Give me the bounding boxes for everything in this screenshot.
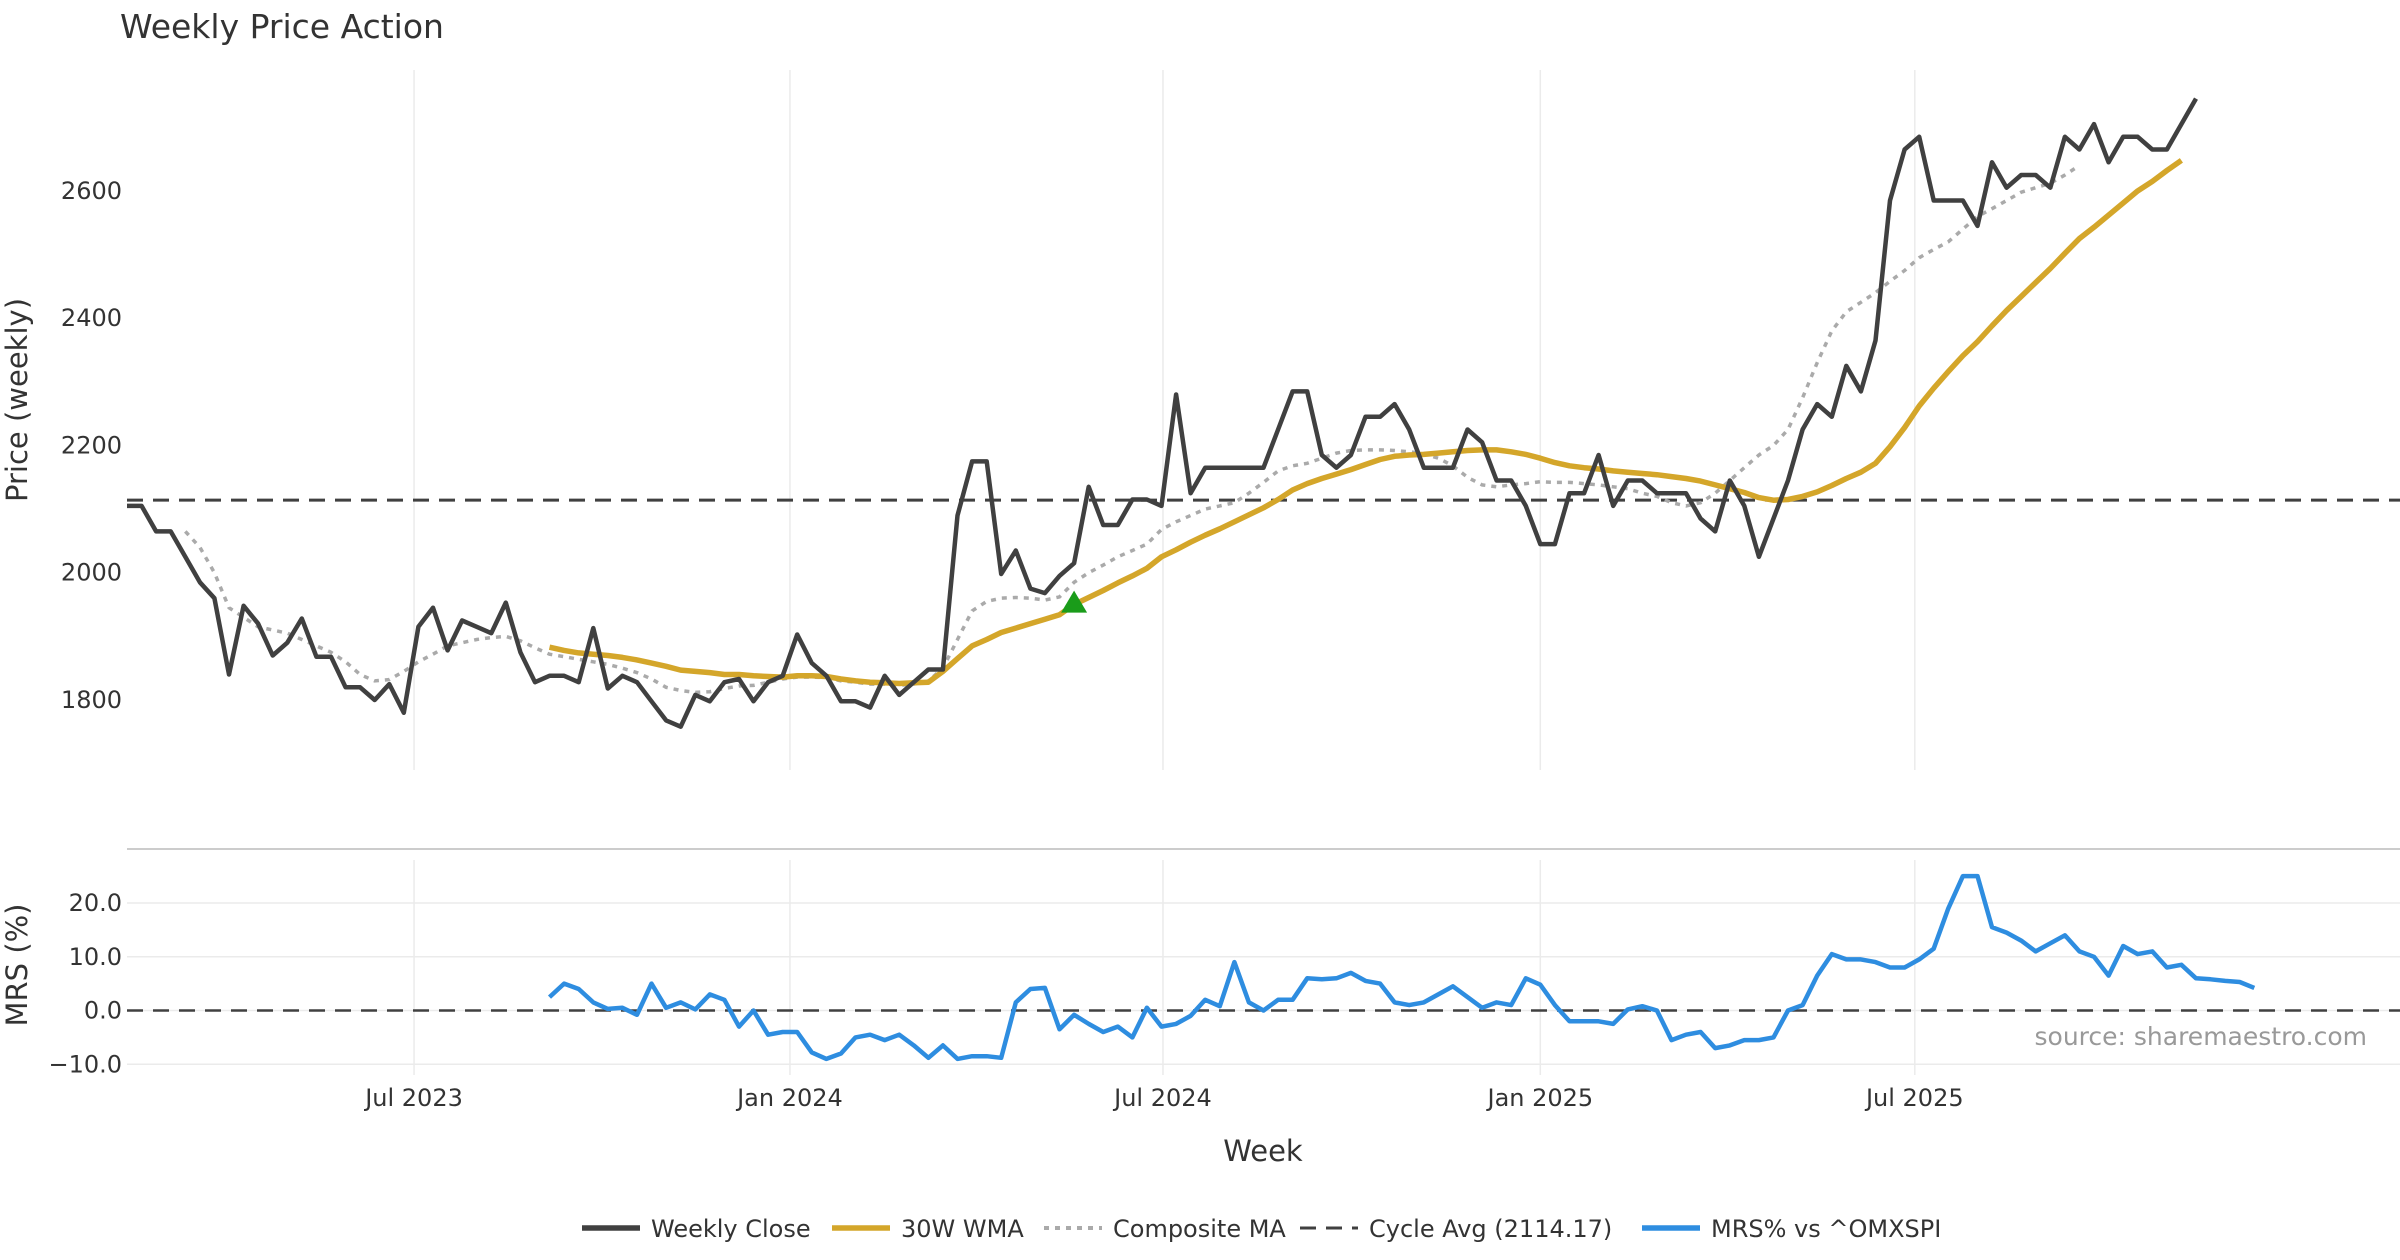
mrs-y-axis-label: MRS (%) [0, 904, 34, 1027]
price-ytick-0: 1800 [61, 686, 122, 714]
legend-label-0: Weekly Close [651, 1215, 811, 1243]
price-grid [413, 70, 1916, 770]
x-tick-1: Jan 2024 [735, 1084, 843, 1112]
price-ytick-3: 2400 [61, 304, 122, 332]
source-note: source: sharemaestro.com [2035, 1022, 2368, 1051]
mrs-y-ticks: −10.0 0.0 10.0 20.0 [48, 889, 122, 1078]
buy-signal-marker [1061, 590, 1088, 613]
x-tick-2: Jul 2024 [1112, 1084, 1212, 1112]
price-ytick-2: 2200 [61, 431, 122, 459]
wma-30w-line [548, 158, 2183, 687]
mrs-ytick-2: 10.0 [69, 943, 122, 971]
legend-label-3: Cycle Avg (2114.17) [1369, 1215, 1612, 1243]
mrs-ytick-3: 20.0 [69, 889, 122, 917]
legend-label-2: Composite MA [1113, 1215, 1286, 1243]
mrs-line [547, 873, 2256, 1062]
legend-label-1: 30W WMA [901, 1215, 1024, 1243]
chart-title: Weekly Price Action [120, 7, 444, 46]
price-y-ticks: 1800 2000 2200 2400 2600 [61, 177, 122, 714]
weekly-close-line [127, 97, 2198, 729]
price-y-axis-label: Price (weekly) [0, 298, 34, 502]
price-ytick-4: 2600 [61, 177, 122, 205]
x-tick-0: Jul 2023 [363, 1084, 463, 1112]
legend-label-4: MRS% vs ^OMXSPI [1711, 1215, 1941, 1243]
x-ticks: Jul 2023 Jan 2024 Jul 2024 Jan 2025 Jul 2025 [363, 1084, 1963, 1112]
mrs-ytick-0: −10.0 [48, 1050, 122, 1078]
legend: Weekly Close 30W WMA Composite MA Cycle Avg… [582, 1215, 1941, 1243]
x-axis-label: Week [1223, 1134, 1303, 1168]
x-tick-3: Jan 2025 [1485, 1084, 1593, 1112]
mrs-series-group [127, 873, 2400, 1062]
price-ytick-1: 2000 [61, 559, 122, 587]
composite-ma-line [184, 164, 2081, 695]
mrs-ytick-1: 0.0 [84, 997, 122, 1025]
x-tick-4: Jul 2025 [1864, 1084, 1964, 1112]
price-series-group [127, 97, 2400, 729]
